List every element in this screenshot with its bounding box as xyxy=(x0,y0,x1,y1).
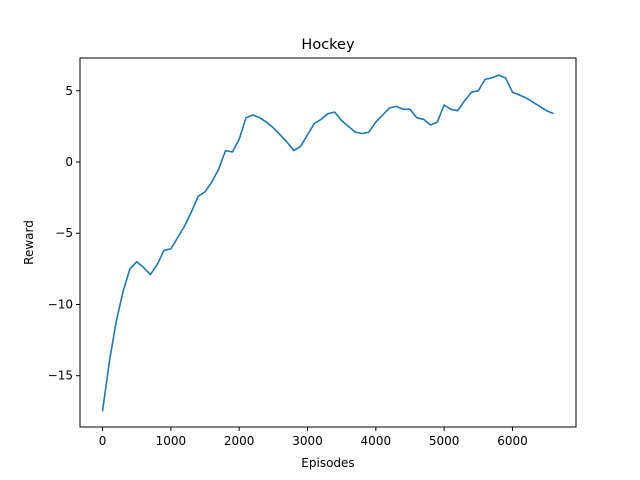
x-tick-label: 5000 xyxy=(429,434,460,448)
x-tick-label: 0 xyxy=(99,434,107,448)
x-tick-label: 4000 xyxy=(361,434,392,448)
series-line xyxy=(101,74,554,412)
chart-title: Hockey xyxy=(301,37,355,53)
y-tick-label: −5 xyxy=(55,226,73,240)
x-tick-label: 2000 xyxy=(224,434,255,448)
x-tick-label: 6000 xyxy=(497,434,528,448)
y-tick-label: −10 xyxy=(48,297,73,311)
y-tick-label: 0 xyxy=(65,155,73,169)
y-tick-label: −15 xyxy=(48,369,73,383)
y-tick-label: 5 xyxy=(65,84,73,98)
plot-frame xyxy=(79,57,577,428)
x-axis-label: Episodes xyxy=(301,456,354,470)
axis-ticks: 0 1000 2000 3000 4000 5000 6000 −15 −10 −5 0 5 xyxy=(48,84,528,448)
x-tick-label: 1000 xyxy=(156,434,187,448)
x-tick-label: 3000 xyxy=(292,434,323,448)
y-axis-label: Reward xyxy=(22,220,36,265)
series-layer xyxy=(101,74,554,412)
